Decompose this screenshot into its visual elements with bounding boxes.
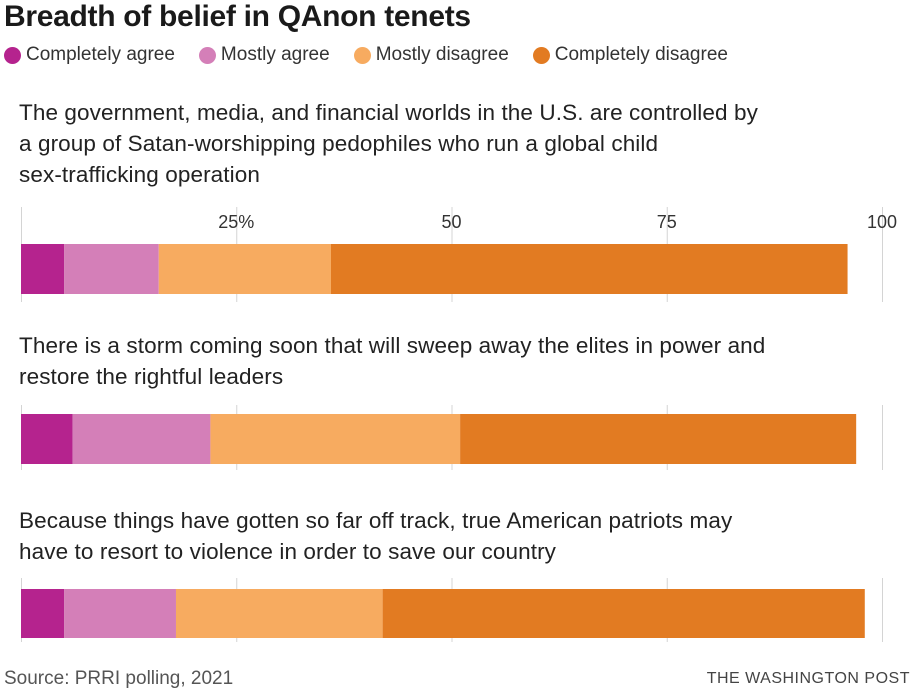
bar-segment (330, 244, 848, 294)
bar-segment (460, 414, 857, 464)
question-label-3: Because things have gotten so far off tr… (19, 505, 879, 567)
legend-item-completely-disagree: Completely disagree (532, 44, 728, 66)
legend-label: Mostly agree (220, 44, 330, 65)
question-label-2: There is a storm coming soon that will s… (19, 330, 879, 392)
bar-segment (175, 589, 383, 638)
legend-swatch (4, 46, 21, 64)
legend-swatch (532, 46, 550, 64)
question-line: Because things have gotten so far off tr… (19, 508, 733, 533)
bar-segment (21, 589, 65, 638)
legend-label: Mostly disagree (375, 44, 509, 65)
legend-item-completely-agree: Completely agree (4, 44, 175, 66)
publisher-credit: THE WASHINGTON POST (706, 670, 910, 687)
question-line: have to resort to violence in order to s… (19, 539, 557, 564)
bar-segment (72, 414, 211, 464)
chart-title: Breadth of belief in QAnon tenets (4, 0, 471, 33)
bar-segment (21, 414, 73, 464)
legend-item-mostly-disagree: Mostly disagree (353, 44, 509, 66)
question-line: The government, media, and financial wor… (19, 100, 758, 125)
bar-segment (21, 244, 65, 294)
legend-label: Completely agree (26, 44, 175, 65)
question-line: sex-trafficking operation (19, 162, 260, 187)
question-label-1: The government, media, and financial wor… (19, 97, 879, 190)
legend-item-mostly-agree: Mostly agree (198, 44, 330, 66)
bar-segment (64, 589, 176, 638)
legend-swatch (198, 46, 216, 64)
question-line: There is a storm coming soon that will s… (19, 333, 766, 358)
legend: Completely agree Mostly agree Mostly dis… (4, 44, 752, 66)
x-tick-label: 100 (867, 212, 897, 232)
source-note: Source: PRRI polling, 2021 (4, 668, 234, 689)
question-line: a group of Satan-worshipping pedophiles … (19, 131, 659, 156)
x-tick-label: 50 (441, 212, 461, 232)
bar-segment (210, 414, 461, 464)
question-line: restore the rightful leaders (19, 364, 284, 389)
x-tick-label: 25% (218, 212, 254, 232)
legend-swatch (353, 46, 371, 64)
bar-segment (158, 244, 331, 294)
legend-label: Completely disagree (554, 44, 728, 65)
x-tick-label: 75 (657, 212, 677, 232)
bar-segment (382, 589, 865, 638)
bar-segment (64, 244, 159, 294)
